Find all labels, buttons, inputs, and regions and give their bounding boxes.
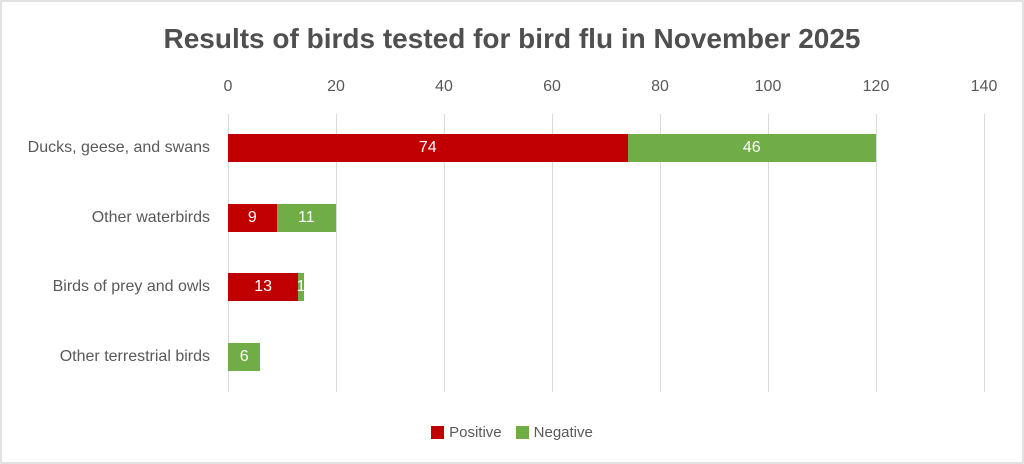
x-tick-label: 80 [651,78,669,95]
bar-segment-negative: 46 [627,134,876,162]
category-label: Other waterbirds [91,209,210,226]
bar-segment-positive: 74 [228,134,628,162]
legend-swatch-negative [515,426,529,439]
legend-label: Negative [533,424,593,441]
gridline [552,114,553,392]
bar-value-label: 74 [418,139,437,156]
gridline [228,114,229,392]
bar-segment-positive: 13 [228,273,299,301]
x-tick-label: 20 [327,78,345,95]
x-tick-label: 40 [435,78,453,95]
bar-segment-negative: 1 [296,273,306,301]
gridline [660,114,661,392]
bar-value-label: 13 [254,278,272,295]
gridline [768,114,769,392]
bar-value-label: 11 [297,209,315,226]
legend-label: Positive [449,424,502,441]
category-label: Other terrestrial birds [59,348,210,365]
bar-value-label: 46 [742,139,761,156]
legend-swatch-positive [431,426,445,439]
x-tick-label: 60 [543,78,561,95]
legend-item-negative: Negative [515,424,593,441]
legend: Positive Negative [2,424,1022,441]
bar-segment-positive: 9 [228,204,277,232]
chart-title: Results of birds tested for bird flu in … [163,23,861,54]
gridline [336,114,337,392]
bar-segment-negative: 6 [228,343,261,371]
gridline [444,114,445,392]
x-tick-label: 120 [862,78,890,95]
legend-item-positive: Positive [431,424,502,441]
bar-segment-negative: 11 [276,204,336,232]
x-tick-label: 100 [754,78,782,95]
category-label: Ducks, geese, and swans [27,139,210,156]
gridline [984,114,985,392]
bar-value-label: 9 [247,209,257,226]
gridline [876,114,877,392]
x-tick-label: 0 [223,78,233,95]
bar-value-label: 6 [239,348,249,365]
category-label: Birds of prey and owls [52,278,210,295]
x-tick-label: 140 [970,78,998,95]
bar-value-label: 1 [296,278,306,295]
